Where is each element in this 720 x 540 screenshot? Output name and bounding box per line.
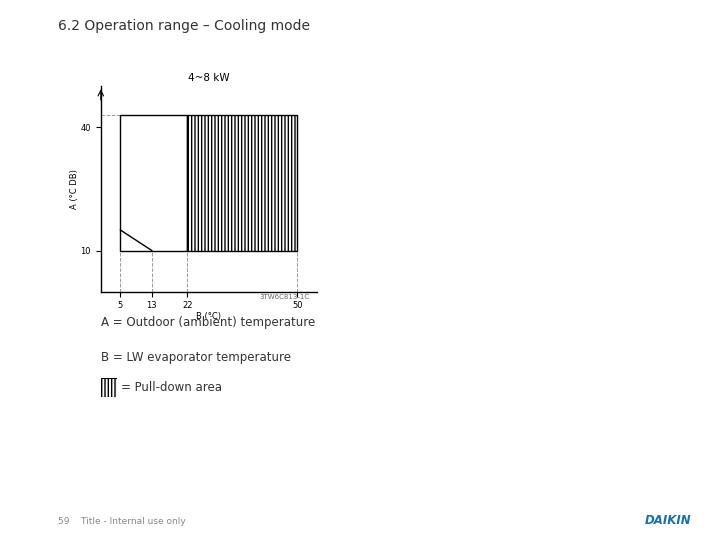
Polygon shape — [120, 115, 187, 251]
Title: 4~8 kW: 4~8 kW — [188, 73, 230, 83]
Polygon shape — [101, 378, 117, 397]
Y-axis label: A (°C DB): A (°C DB) — [70, 169, 79, 209]
Text: 59    Title - Internal use only: 59 Title - Internal use only — [58, 517, 185, 526]
Text: = Pull-down area: = Pull-down area — [121, 381, 222, 394]
Text: 3TW6C813-1C: 3TW6C813-1C — [259, 294, 310, 300]
X-axis label: B (°C): B (°C) — [197, 312, 221, 321]
Text: DAIKIN: DAIKIN — [644, 514, 691, 526]
Text: B = LW evaporator temperature: B = LW evaporator temperature — [101, 351, 291, 364]
Text: A = Outdoor (ambient) temperature: A = Outdoor (ambient) temperature — [101, 316, 315, 329]
Text: 6.2 Operation range – Cooling mode: 6.2 Operation range – Cooling mode — [58, 19, 310, 33]
Polygon shape — [187, 115, 297, 251]
